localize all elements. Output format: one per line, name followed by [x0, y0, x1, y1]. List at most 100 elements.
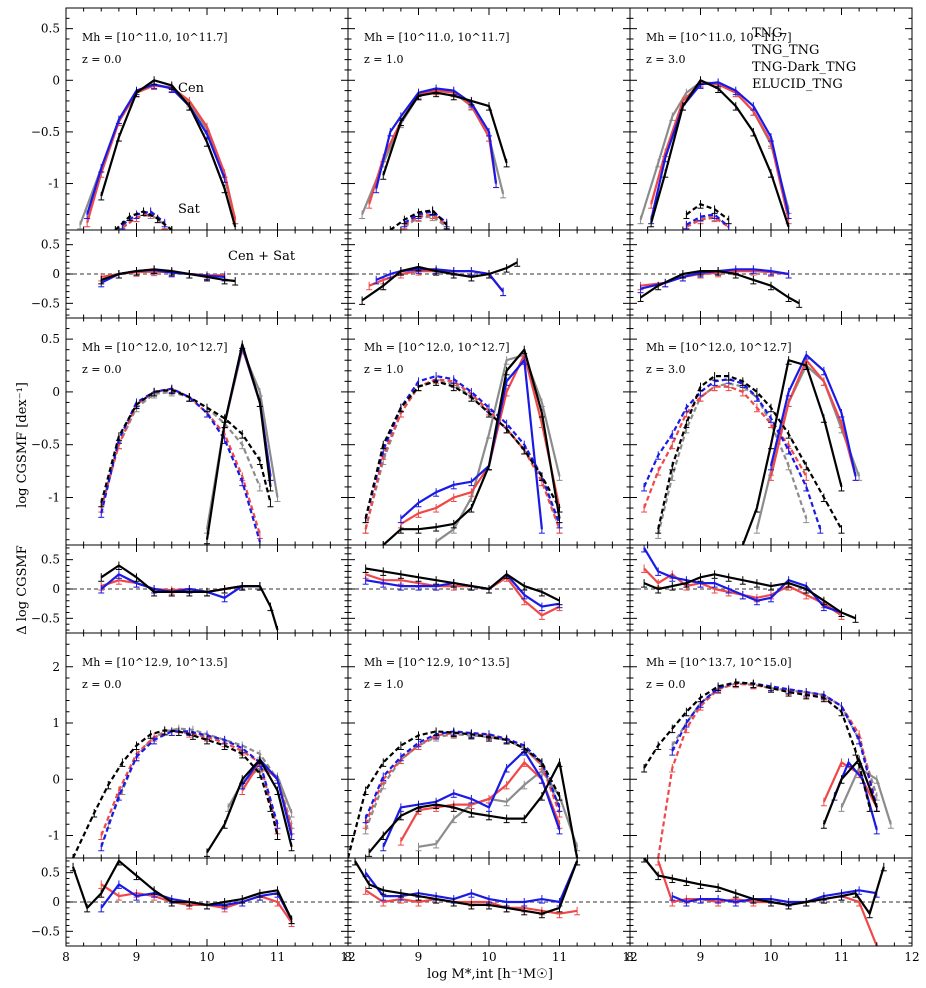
halo-mass-range: Mh = [10^12.9, 10^13.5]	[82, 656, 228, 669]
panel-r0c2: Mh = [10^11.0, 10^11.7] z = 3.0	[629, 7, 913, 231]
panel-r0c2_ratio	[629, 229, 913, 319]
x-tick-label: 11	[552, 950, 567, 964]
x-tick-label: 12	[622, 950, 637, 964]
series-line-tng-tng-cen	[769, 359, 857, 477]
series-group	[72, 724, 295, 858]
y-tick-label: 0.5	[41, 332, 60, 346]
series-line-elucid	[365, 567, 560, 602]
redshift-label: z = 1.0	[364, 678, 404, 691]
series-line-elucid-sat	[364, 380, 561, 519]
y-tick-label: 0.5	[41, 866, 60, 880]
x-tick-label: 9	[697, 950, 705, 964]
series-group	[362, 564, 563, 620]
series-line-elucid	[639, 270, 800, 305]
series-line-tng-cen	[205, 348, 279, 530]
legend-entry-tng: TNG	[752, 26, 782, 41]
y-tick-label: 2	[52, 660, 60, 674]
series-line-tng-tng-cen	[400, 353, 561, 525]
series-line-tng-dark-sat	[100, 387, 261, 543]
panel-r1c0_ratio: −0.5 0 0.5	[31, 544, 349, 634]
series-line-tng-dark-sat	[364, 730, 561, 820]
series-group	[98, 265, 239, 288]
series-line-tng-dark	[643, 547, 842, 614]
series-line-tng-tng	[657, 860, 878, 946]
series-line-tng-sat	[364, 380, 561, 530]
y-tick-label: 0.5	[41, 553, 60, 567]
series-line-tng-cen	[755, 364, 861, 530]
y-tick-label: 0.5	[41, 22, 60, 36]
y-tick-label: −0.5	[31, 924, 60, 938]
x-tick-label: 9	[415, 950, 423, 964]
halo-mass-range: Mh = [10^12.0, 10^12.7]	[82, 341, 228, 354]
y-tick-label: −0.5	[31, 125, 60, 139]
y-tick-label: 0	[52, 385, 60, 399]
y-tick-label: 0	[52, 73, 60, 87]
panel-r2c0: -1 0 1 2 Mh = [10^12.9, 10^13.5] z = 0.0	[48, 632, 349, 859]
x-tick-label: 10	[763, 950, 778, 964]
redshift-label: z = 3.0	[646, 363, 686, 376]
series-group	[641, 858, 887, 946]
legend-entry-tng-tng: TNG_TNG	[752, 43, 819, 58]
series-line-elucid-sat	[657, 375, 843, 530]
series-group	[359, 258, 521, 305]
panel-r0c0: -1 −0.5 0 0.5 Mh = [10^11.0, 10^11.7] z = 0.0	[31, 7, 349, 231]
panel-r0c1_ratio	[347, 229, 631, 319]
series-line-elucid-cen	[382, 91, 508, 176]
series-group	[641, 545, 859, 623]
y-tick-label: -1	[48, 829, 60, 843]
legend-entry-tng-dark: TNG-Dark_TNG	[752, 60, 856, 75]
series-line-elucid-cen	[206, 758, 293, 853]
series-line-elucid-cen	[650, 79, 790, 228]
series-line-tng-cen	[639, 81, 790, 221]
y-axis-label-ratio: Δ log CGSMF	[15, 545, 30, 635]
redshift-label: z = 1.0	[364, 363, 404, 376]
panel-r0c1: Mh = [10^11.0, 10^11.7] z = 1.0	[347, 7, 631, 231]
series-line-tng-sat	[364, 733, 561, 831]
y-tick-label: −0.5	[31, 438, 60, 452]
redshift-label: z = 0.0	[82, 363, 122, 376]
panel-r1c0: -1 −0.5 0 0.5 Mh = [10^12.0, 10^12.7] z = 0.0	[31, 317, 349, 546]
series-line-tng-dark-cen	[769, 353, 857, 477]
series-group	[70, 858, 295, 928]
series-line-tng-tng-sat	[364, 378, 561, 530]
y-tick-label: −0.5	[31, 611, 60, 625]
panels-layer: -1 −0.5 0 0.5 Mh = [10^11.0, 10^11.7] z = 0.0…	[31, 7, 920, 964]
series-group	[77, 76, 239, 230]
panel-r2c0_ratio: −0.5 0 0.5 8 9 10 11 12	[31, 857, 356, 964]
x-tick-label: 8	[626, 950, 634, 964]
x-tick-label: 12	[340, 950, 355, 964]
series-line-tng-sat	[403, 215, 448, 228]
redshift-label: z = 3.0	[646, 53, 686, 66]
y-tick-label: 1	[52, 716, 60, 730]
halo-mass-range: Mh = [10^11.0, 10^11.7]	[82, 31, 228, 44]
annotation-cen-sat: Cen + Sat	[228, 249, 296, 264]
y-tick-label: −0.5	[31, 296, 60, 310]
series-group	[641, 678, 894, 858]
series-group	[359, 84, 510, 230]
x-tick-label: 10	[199, 950, 214, 964]
x-tick-label: 11	[834, 950, 849, 964]
y-tick-label: 0	[52, 772, 60, 786]
series-line-elucid-sat	[685, 203, 730, 221]
series-line-tng-tng-cen	[399, 761, 561, 842]
series-group	[98, 561, 279, 633]
series-line-tng-tng	[365, 573, 560, 617]
panel-r0c0_ratio: −0.5 0 0.5	[31, 229, 349, 319]
series-line-tng-tng-sat	[403, 213, 448, 226]
series-group	[98, 340, 281, 545]
halo-mass-range: Mh = [10^11.0, 10^11.7]	[646, 31, 792, 44]
redshift-label: z = 0.0	[646, 678, 686, 691]
redshift-label: z = 0.0	[82, 678, 122, 691]
series-line-elucid-cen	[205, 343, 272, 540]
x-tick-label: 9	[133, 950, 141, 964]
y-axis-label-main: log CGSMF [dex⁻¹]	[15, 382, 30, 508]
series-line-tng-cen	[361, 89, 505, 215]
y-tick-label: 0	[52, 267, 60, 281]
series-group	[641, 350, 863, 545]
series-group	[352, 858, 581, 919]
panel-r1c2_ratio	[629, 544, 913, 634]
halo-mass-range: Mh = [10^13.7, 10^15.0]	[646, 656, 792, 669]
series-group	[348, 727, 581, 858]
series-line-tng-cen	[435, 353, 561, 543]
series-line-tng-dark-cen	[241, 758, 293, 836]
